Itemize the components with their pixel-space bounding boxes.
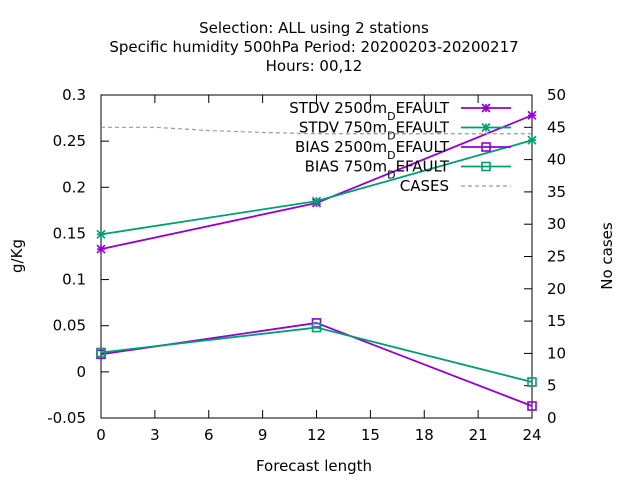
- y-axis-label: g/Kg: [8, 239, 26, 273]
- series-cases: [101, 126, 532, 135]
- x-tick-label: 3: [150, 426, 160, 444]
- legend-label-tail: EFAULT: [396, 158, 450, 176]
- x-tick-label: 12: [307, 426, 326, 444]
- y-tick-label: 0.25: [53, 132, 86, 150]
- y2-tick-label: 40: [547, 151, 566, 169]
- x-tick-label: 6: [204, 426, 214, 444]
- x-tick-label: 0: [96, 426, 106, 444]
- y2-tick-label: 5: [547, 377, 557, 395]
- square-marker: [527, 377, 537, 387]
- y2-tick-label: 10: [547, 344, 566, 362]
- legend-label: STDV 2500mDEFAULT: [289, 99, 450, 123]
- y-tick-label: 0.2: [62, 178, 86, 196]
- legend-label-sub: D: [387, 149, 395, 162]
- y2-axis-label: No cases: [598, 222, 616, 290]
- series-stdv-750m-default: [96, 135, 537, 239]
- y2-tick-label: 20: [547, 280, 566, 298]
- star-marker: [96, 244, 106, 254]
- legend-label: CASES: [400, 177, 449, 195]
- series-bias-750m-default: [96, 322, 537, 387]
- y2-tick-label: 25: [547, 248, 566, 266]
- y2-tick-label: 50: [547, 86, 566, 104]
- legend-entry: STDV 2500mDEFAULT: [289, 99, 511, 123]
- y2-tick-label: 45: [547, 118, 566, 136]
- legend-label-tail: EFAULT: [396, 99, 450, 117]
- legend-label-sub: D: [387, 110, 395, 123]
- y2-tick-label: 0: [547, 409, 557, 427]
- chart-title: Selection: ALL using 2 stationsSpecific …: [109, 19, 518, 75]
- y2-tick-label: 30: [547, 215, 566, 233]
- legend-entry: BIAS 2500mDEFAULT: [295, 138, 511, 162]
- x-axis-label: Forecast length: [256, 457, 372, 475]
- x-tick-label: 24: [522, 426, 541, 444]
- legend-label: BIAS 750mDEFAULT: [305, 158, 450, 182]
- legend-label-sub: D: [387, 169, 395, 182]
- legend-label-sub: D: [387, 130, 395, 143]
- title-line: Specific humidity 500hPa Period: 2020020…: [109, 38, 518, 56]
- y-tick-label: 0.1: [62, 271, 86, 289]
- square-marker: [96, 347, 106, 358]
- star-marker: [481, 122, 491, 133]
- title-line: Hours: 00,12: [266, 57, 363, 75]
- x-tick-label: 18: [415, 426, 434, 444]
- legend-label-main: STDV 2500m: [289, 99, 387, 117]
- legend-label-tail: EFAULT: [396, 138, 450, 156]
- star-marker: [481, 103, 491, 113]
- star-marker: [527, 135, 537, 145]
- legend-label-main: BIAS 750m: [305, 158, 388, 176]
- square-marker: [527, 401, 537, 411]
- x-tick-label: 15: [361, 426, 380, 444]
- legend-entry: CASES: [400, 177, 511, 195]
- title-line: Selection: ALL using 2 stations: [199, 19, 429, 37]
- y-tick-label: -0.05: [47, 409, 86, 427]
- legend-label: STDV 750mDEFAULT: [299, 119, 450, 143]
- legend-label-tail: EFAULT: [396, 119, 450, 137]
- y2-tick-label: 15: [547, 312, 566, 330]
- y-tick-label: 0: [76, 363, 86, 381]
- legend-entry: BIAS 750mDEFAULT: [305, 158, 511, 182]
- legend-label-main: BIAS 2500m: [295, 138, 387, 156]
- star-marker: [311, 196, 322, 206]
- series-line: [100, 326, 533, 383]
- x-tick-label: 9: [258, 426, 268, 444]
- y-tick-label: 0.15: [53, 224, 86, 242]
- series: [96, 110, 537, 411]
- star-marker: [96, 229, 106, 239]
- legend-label: BIAS 2500mDEFAULT: [295, 138, 450, 162]
- y-tick-label: 0.3: [62, 86, 86, 104]
- square-marker: [311, 322, 322, 333]
- axes: 0 3 6 9 12 15 18 21 24 -0.05 0 0.05 0.1 0.15 0.2 0.25 0.…: [47, 86, 566, 444]
- legend-entry: STDV 750mDEFAULT: [299, 119, 511, 143]
- y-tick-label: 0.05: [53, 317, 86, 335]
- y2-tick-label: 35: [547, 183, 566, 201]
- legend-label-main: STDV 750m: [299, 119, 387, 137]
- square-marker: [481, 142, 491, 152]
- square-marker: [481, 161, 491, 172]
- series-line: [101, 126, 532, 135]
- star-marker: [527, 110, 537, 120]
- x-tick-label: 21: [469, 426, 488, 444]
